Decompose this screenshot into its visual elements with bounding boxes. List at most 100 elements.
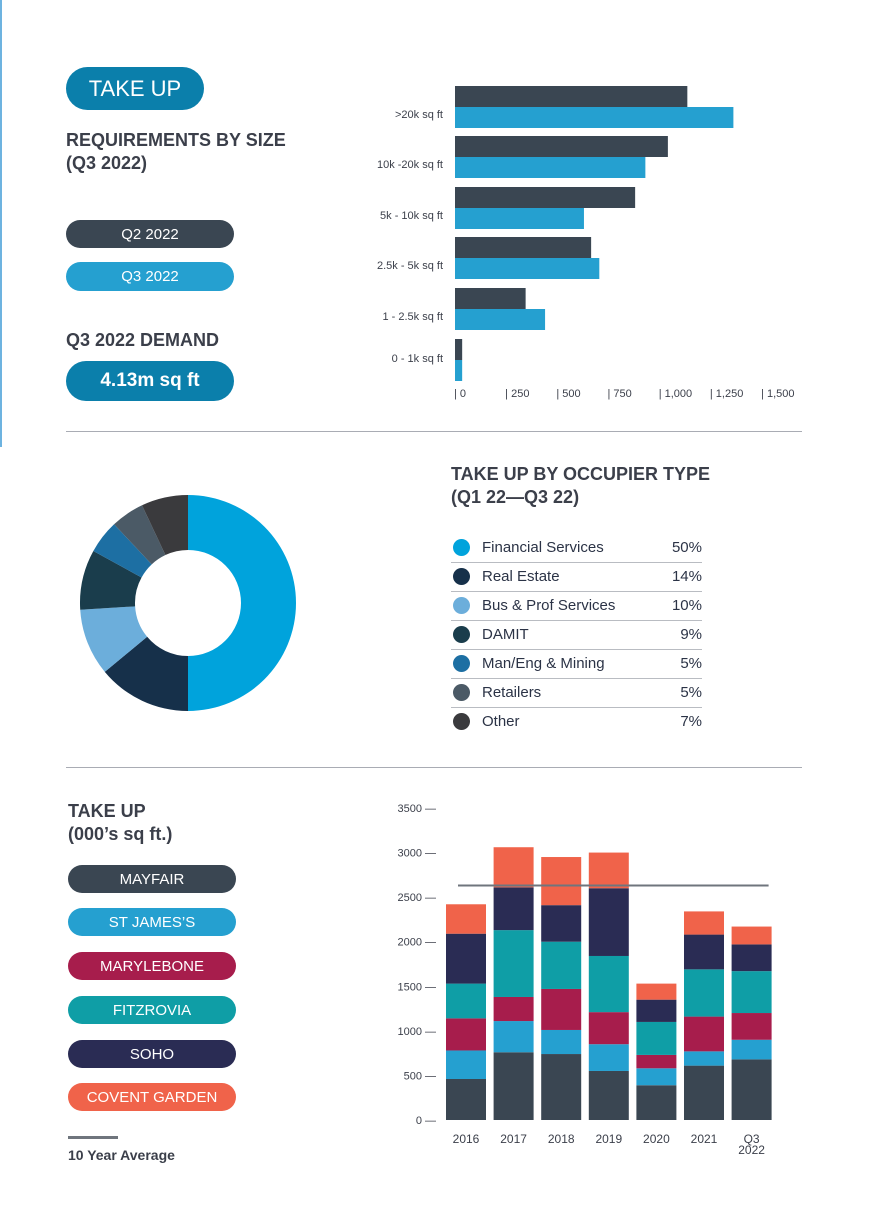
x-tick-label-2018: 2018 xyxy=(548,1132,575,1146)
legend-item-name: Other xyxy=(482,713,520,730)
x-tick-label-line: 2022 xyxy=(738,1143,765,1157)
legend-pill-label: SOHO xyxy=(129,1045,175,1063)
bar-segment-fitzrovia-2019 xyxy=(588,955,629,1013)
bar-segment-st-james-s-2018 xyxy=(541,1029,582,1055)
bar-segment-st-james-s-2021 xyxy=(684,1051,724,1066)
occupier-type-donut-chart xyxy=(80,495,296,711)
bar-segment-covent-garden-2020 xyxy=(636,983,677,1000)
legend-dot-icon xyxy=(453,713,470,730)
donut-slice-real-estate xyxy=(104,636,188,711)
x-tick-label-2021: 2021 xyxy=(691,1132,718,1146)
donut-slice-retailers xyxy=(114,505,166,565)
x-tick-label-line: 2018 xyxy=(548,1132,575,1146)
category-label-10k-20k-sq-ft: 10k -20k sq ft xyxy=(377,159,443,171)
legend-item-percent: 5% xyxy=(680,684,702,701)
bar-segment-fitzrovia-2016 xyxy=(446,983,486,1019)
bar-segment-fitzrovia-2018 xyxy=(541,941,582,989)
legend-item-retailers: Retailers 5% xyxy=(451,678,702,708)
bar-segment-mayfair-2016 xyxy=(446,1078,486,1120)
x-tick-label-750: | 750 xyxy=(608,388,632,400)
bar-segment-covent-garden-2021 xyxy=(684,911,724,935)
legend-dot-icon xyxy=(453,597,470,614)
occupier-heading-line1: TAKE UP BY OCCUPIER TYPE xyxy=(451,464,711,484)
bar-segment-covent-garden-2019 xyxy=(588,852,629,889)
legend-pill-label: COVENT GARDEN xyxy=(86,1088,218,1106)
legend-pill-mayfair: MAYFAIR xyxy=(68,865,236,893)
bar-q3-2022-2-5k-5k-sq-ft xyxy=(455,258,600,279)
legend-pill-soho: SOHO xyxy=(68,1040,236,1068)
x-tick-label-line: 2020 xyxy=(643,1132,670,1146)
bar-segment-st-james-s-2016 xyxy=(446,1050,486,1079)
bar-segment-fitzrovia-2017 xyxy=(493,930,534,997)
average-legend-label: 10 Year Average xyxy=(68,1147,175,1163)
category-label-20k-sq-ft: >20k sq ft xyxy=(395,109,443,121)
x-tick-label-1000: | 1,000 xyxy=(659,388,692,400)
demand-value-pill: 4.13m sq ft xyxy=(66,361,234,401)
x-tick-label-line: Q3 xyxy=(744,1132,760,1146)
left-accent-rule xyxy=(0,0,2,447)
bar-segment-st-james-s-2017 xyxy=(493,1021,534,1053)
x-tick-label-1250: | 1,250 xyxy=(710,388,743,400)
x-tick-label-2019: 2019 xyxy=(595,1132,622,1146)
bar-segment-mayfair-2018 xyxy=(541,1054,582,1120)
bar-segment-st-james-s-2019 xyxy=(588,1044,629,1071)
bar-q3-2022-0-1k-sq-ft xyxy=(455,360,463,381)
x-tick-label-0: | 0 xyxy=(454,388,466,400)
bar-segment-soho-2021 xyxy=(684,934,724,970)
legend-pill-fitzrovia: FITZROVIA xyxy=(68,996,236,1024)
bar-segment-soho-2019 xyxy=(588,888,629,956)
bar-segment-mayfair-2021 xyxy=(684,1065,724,1120)
bar-segment-soho-2020 xyxy=(636,999,677,1022)
legend-pill-label: FITZROVIA xyxy=(112,1001,192,1019)
y-tick-label-2500: 2500 — xyxy=(397,892,436,904)
x-tick-label-line: 2016 xyxy=(453,1132,480,1146)
donut-slice-bus-prof-services xyxy=(80,606,148,672)
bar-segment-st-james-s-q3-2022 xyxy=(731,1039,772,1060)
y-tick-label-500: 500 — xyxy=(404,1070,436,1082)
legend-item-man-eng-mining: Man/Eng & Mining 5% xyxy=(451,649,702,679)
legend-item-name: Bus & Prof Services xyxy=(482,597,616,614)
take-up-stacked-bar-chart: 0 — 500 — 1000 — 1500 — 2000 — 2500 — 3000 — 35… xyxy=(397,803,772,1157)
x-tick-label-250: | 250 xyxy=(505,388,529,400)
bar-q3-2022-20k-sq-ft xyxy=(455,107,734,128)
x-tick-label-1500: | 1,500 xyxy=(761,388,794,400)
bar-segment-marylebone-2020 xyxy=(636,1054,677,1069)
bar-segment-mayfair-2017 xyxy=(493,1052,534,1120)
bar-q3-2022-10k-20k-sq-ft xyxy=(455,157,646,178)
bar-segment-covent-garden-q3-2022 xyxy=(731,926,772,945)
bar-segment-st-james-s-2020 xyxy=(636,1068,677,1086)
legend-item-bus-prof-services: Bus & Prof Services 10% xyxy=(451,591,702,621)
y-tick-label-1500: 1500 — xyxy=(397,981,436,993)
requirements-heading-line1: REQUIREMENTS BY SIZE xyxy=(66,130,286,150)
legend-pill-st-james-s: ST JAMES’S xyxy=(68,908,236,936)
x-tick-label-2020: 2020 xyxy=(643,1132,670,1146)
take-up-heading-line2: (000’s sq ft.) xyxy=(68,824,173,844)
bar-q2-2022-20k-sq-ft xyxy=(455,86,688,107)
legend-item-percent: 50% xyxy=(671,539,702,556)
bar-segment-marylebone-2017 xyxy=(493,996,534,1022)
divider-1 xyxy=(66,431,802,432)
x-tick-label-line: 2019 xyxy=(595,1132,622,1146)
legend-dot-icon xyxy=(453,655,470,672)
legend-dot-icon xyxy=(453,626,470,643)
legend-q2-pill: Q2 2022 xyxy=(66,220,234,248)
category-label-2-5k-5k-sq-ft: 2.5k - 5k sq ft xyxy=(377,260,443,272)
requirements-by-size-chart: >20k sq ft 10k -20k sq ft 5k - 10k sq ft 2.… xyxy=(377,86,795,400)
legend-item-name: Real Estate xyxy=(482,568,560,585)
legend-pill-label: MARYLEBONE xyxy=(100,957,204,975)
bar-segment-covent-garden-2018 xyxy=(541,857,582,906)
legend-pill-label: ST JAMES’S xyxy=(108,913,196,931)
bar-segment-soho-2017 xyxy=(493,887,534,931)
bar-q2-2022-1-2-5k-sq-ft xyxy=(455,288,526,309)
legend-dot-icon xyxy=(453,684,470,701)
legend-item-financial-services: Financial Services 50% xyxy=(451,533,702,563)
legend-item-percent: 7% xyxy=(680,713,702,730)
bar-segment-mayfair-2019 xyxy=(588,1070,629,1120)
bar-segment-marylebone-2019 xyxy=(588,1012,629,1045)
y-tick-label-3500: 3500 — xyxy=(397,803,436,815)
bar-segment-marylebone-2016 xyxy=(446,1018,486,1051)
bar-segment-soho-q3-2022 xyxy=(731,944,772,972)
bar-segment-soho-2018 xyxy=(541,905,582,942)
bar-segment-soho-2016 xyxy=(446,933,486,984)
demand-heading: Q3 2022 DEMAND xyxy=(66,330,220,350)
